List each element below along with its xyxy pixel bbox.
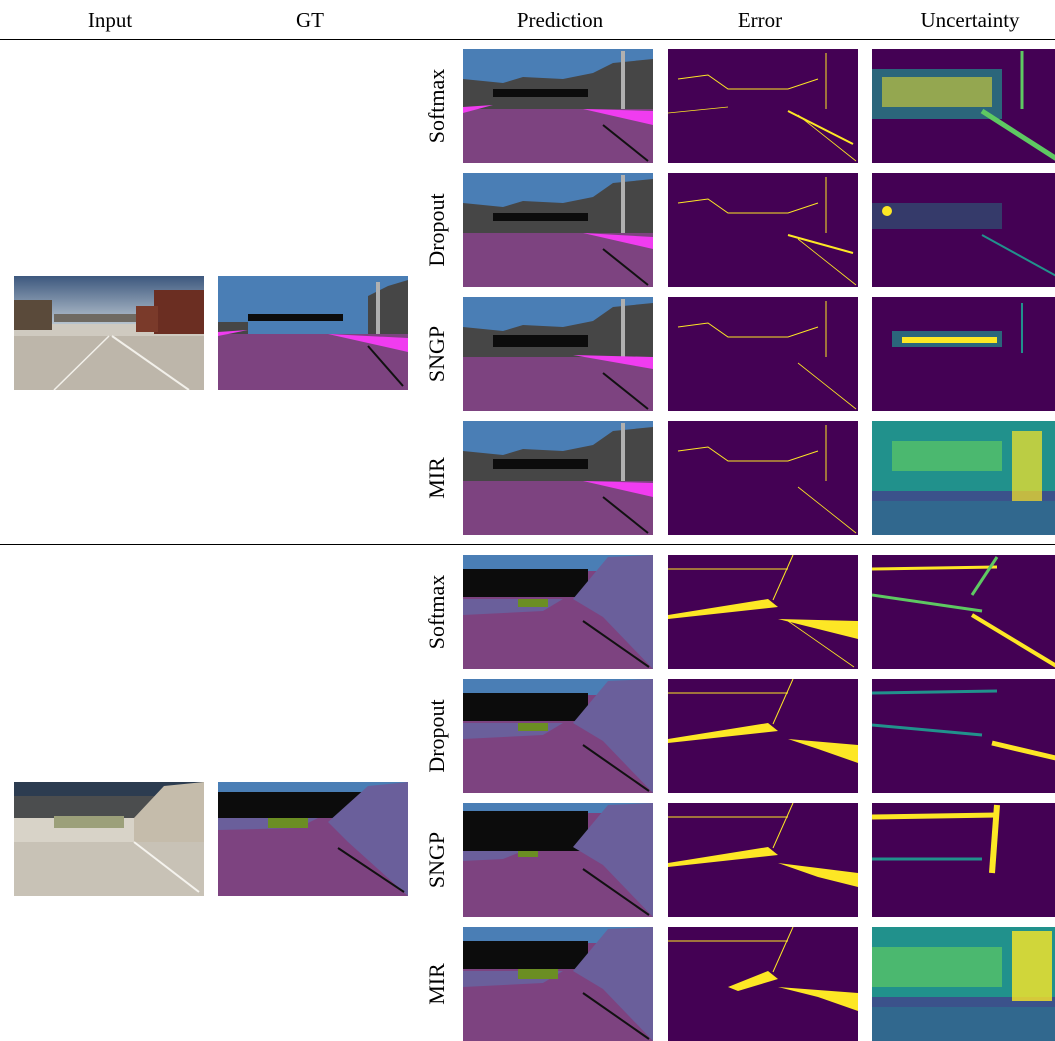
uncertainty-image — [872, 927, 1055, 1041]
prediction-image — [463, 927, 653, 1041]
uncertainty-image — [872, 421, 1055, 535]
error-image — [668, 927, 858, 1041]
prediction-image — [463, 555, 653, 669]
error-image — [668, 297, 858, 411]
header-uncertainty: Uncertainty — [920, 8, 1020, 32]
row-label-sngp-1: SNGP — [424, 325, 449, 383]
uncertainty-image — [872, 49, 1055, 163]
header-input: Input — [87, 8, 133, 32]
row-label-mir-1: MIR — [424, 457, 449, 499]
row-label-dropout-1: Dropout — [424, 193, 449, 267]
header-rule — [0, 39, 1055, 40]
prediction-image — [463, 297, 653, 411]
error-image — [668, 49, 858, 163]
gt-image-underpass — [218, 782, 408, 896]
input-image-underpass — [14, 782, 204, 896]
prediction-image — [463, 421, 653, 535]
error-image — [668, 679, 858, 793]
error-image — [668, 421, 858, 535]
uncertainty-image — [872, 803, 1055, 917]
row-label-softmax-2: Softmax — [424, 574, 449, 650]
input-image-city — [14, 276, 204, 390]
prediction-image — [463, 679, 653, 793]
row-label-sngp-2: SNGP — [424, 831, 449, 889]
header-gt: GT — [296, 8, 324, 32]
prediction-image — [463, 173, 653, 287]
prediction-image — [463, 49, 653, 163]
section-rule — [0, 544, 1055, 545]
gt-image-city — [218, 276, 408, 390]
error-image — [668, 803, 858, 917]
uncertainty-image — [872, 173, 1055, 287]
uncertainty-image — [872, 679, 1055, 793]
header-prediction: Prediction — [516, 8, 604, 32]
error-image — [668, 555, 858, 669]
row-label-mir-2: MIR — [424, 963, 449, 1005]
header-error: Error — [737, 8, 783, 32]
uncertainty-image — [872, 555, 1055, 669]
error-image — [668, 173, 858, 287]
row-label-dropout-2: Dropout — [424, 699, 449, 773]
prediction-image — [463, 803, 653, 917]
row-label-softmax-1: Softmax — [424, 68, 449, 144]
uncertainty-image — [872, 297, 1055, 411]
